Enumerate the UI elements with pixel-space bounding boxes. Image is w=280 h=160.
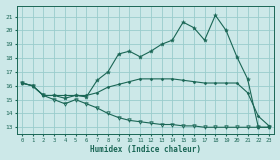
X-axis label: Humidex (Indice chaleur): Humidex (Indice chaleur) — [90, 145, 201, 154]
